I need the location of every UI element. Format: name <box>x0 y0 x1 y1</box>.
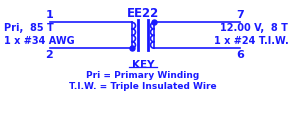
Text: 12.00 V,  8 T: 12.00 V, 8 T <box>220 23 288 33</box>
Text: 7: 7 <box>237 11 244 21</box>
Text: 2: 2 <box>46 50 53 60</box>
Text: 1 x #24 T.I.W.: 1 x #24 T.I.W. <box>213 36 288 46</box>
Text: Pri,  85 T: Pri, 85 T <box>4 23 53 33</box>
Text: 1 x #34 AWG: 1 x #34 AWG <box>4 36 74 46</box>
Text: Pri = Primary Winding: Pri = Primary Winding <box>86 71 200 80</box>
Text: KEY: KEY <box>132 60 154 70</box>
Text: T.I.W. = Triple Insulated Wire: T.I.W. = Triple Insulated Wire <box>69 82 217 91</box>
Text: EE22: EE22 <box>127 7 159 20</box>
Text: 1: 1 <box>46 11 53 21</box>
Text: 6: 6 <box>237 50 244 60</box>
